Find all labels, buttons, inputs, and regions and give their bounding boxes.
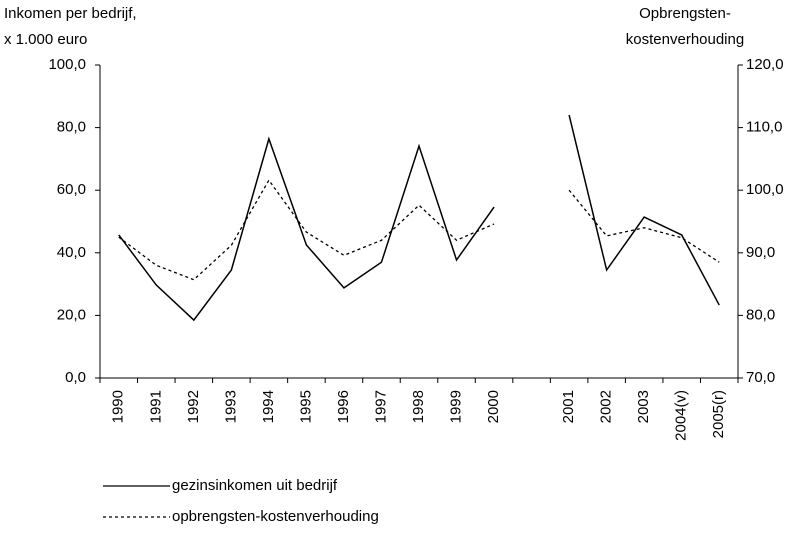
y2-tick-label: 100,0 bbox=[746, 181, 784, 198]
y-axis-label: Inkomen per bedrijf, bbox=[4, 5, 137, 22]
y-tick-label: 60,0 bbox=[57, 181, 86, 198]
legend-label: opbrengsten-kostenverhouding bbox=[172, 508, 379, 525]
y2-tick-label: 90,0 bbox=[746, 244, 775, 261]
legend-label: gezinsinkomen uit bedrijf bbox=[172, 477, 338, 494]
x-tick-label: 1992 bbox=[185, 390, 202, 423]
x-tick-label: 2005(r) bbox=[710, 390, 727, 438]
x-tick-label: 1991 bbox=[147, 390, 164, 423]
x-tick-label: 1995 bbox=[297, 390, 314, 423]
y-tick-label: 40,0 bbox=[57, 244, 86, 261]
x-tick-label: 1996 bbox=[335, 390, 352, 423]
x-tick-label: 2001 bbox=[560, 390, 577, 423]
x-tick-label: 2002 bbox=[598, 390, 615, 423]
y2-tick-label: 120,0 bbox=[746, 56, 784, 73]
y-tick-label: 20,0 bbox=[57, 306, 86, 323]
series-line bbox=[118, 178, 720, 281]
x-tick-label: 1993 bbox=[222, 390, 239, 423]
y2-tick-label: 70,0 bbox=[746, 369, 775, 386]
y-axis-label: x 1.000 euro bbox=[4, 31, 87, 48]
x-tick-label: 1997 bbox=[372, 390, 389, 423]
x-tick-label: 2003 bbox=[635, 390, 652, 423]
y-tick-label: 100,0 bbox=[48, 56, 86, 73]
series-line bbox=[118, 114, 720, 322]
x-tick-label: 1990 bbox=[110, 390, 127, 423]
x-tick-label: 1998 bbox=[410, 390, 427, 423]
y2-tick-label: 110,0 bbox=[746, 119, 782, 136]
y-tick-label: 0,0 bbox=[65, 369, 86, 386]
x-tick-label: 1994 bbox=[260, 390, 277, 423]
x-tick-label: 1999 bbox=[447, 390, 464, 423]
y2-axis-label: Opbrengsten- bbox=[639, 5, 731, 22]
x-tick-label: 2000 bbox=[485, 390, 502, 423]
y2-tick-label: 80,0 bbox=[746, 306, 775, 323]
y-tick-label: 80,0 bbox=[57, 119, 86, 136]
y2-axis-label: kostenverhouding bbox=[626, 31, 744, 48]
x-tick-label: 2004(v) bbox=[673, 390, 690, 441]
